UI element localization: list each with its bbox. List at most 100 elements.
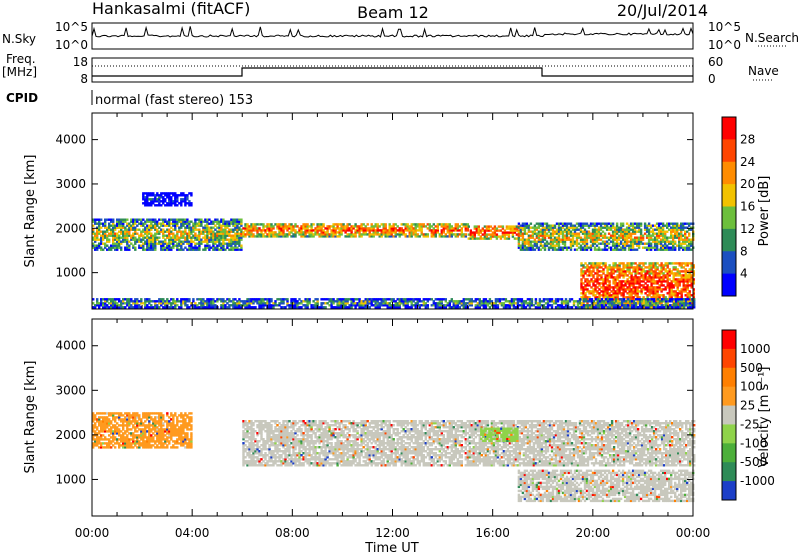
power-cell bbox=[553, 236, 557, 239]
power-cell bbox=[628, 296, 631, 299]
power-cell bbox=[623, 244, 627, 247]
power-cell bbox=[622, 298, 626, 301]
power-cell bbox=[676, 272, 679, 275]
power-cell bbox=[158, 202, 161, 205]
power-cell bbox=[655, 246, 659, 249]
power-cell bbox=[252, 306, 255, 309]
power-cell bbox=[174, 194, 177, 197]
power-cell bbox=[525, 240, 529, 243]
power-cell bbox=[489, 225, 493, 228]
vel-cell bbox=[244, 420, 247, 423]
power-cell bbox=[178, 240, 181, 243]
power-cell bbox=[310, 233, 313, 236]
power-cell bbox=[184, 218, 187, 221]
power-cell bbox=[182, 192, 185, 195]
power-cell bbox=[362, 231, 365, 234]
power-cell bbox=[569, 240, 573, 243]
power-cell bbox=[336, 231, 339, 234]
power-cell bbox=[601, 222, 605, 225]
power-cell bbox=[520, 306, 524, 309]
power-cell bbox=[613, 232, 617, 235]
power-cell bbox=[668, 290, 671, 293]
power-cell bbox=[292, 225, 295, 228]
power-cell bbox=[230, 304, 233, 307]
power-cell bbox=[248, 298, 251, 301]
power-cell bbox=[597, 228, 601, 231]
power-cell bbox=[546, 304, 550, 307]
power-cell bbox=[350, 225, 353, 228]
power-cell bbox=[388, 306, 391, 309]
power-cell bbox=[565, 232, 569, 235]
power-cell bbox=[668, 274, 671, 277]
power-cell bbox=[298, 298, 301, 301]
power-cell bbox=[591, 244, 595, 247]
power-cell bbox=[569, 222, 573, 225]
power-cell bbox=[495, 233, 499, 236]
power-cell bbox=[414, 225, 417, 228]
power-cell bbox=[158, 302, 161, 305]
power-cell bbox=[100, 302, 103, 305]
power-cell bbox=[260, 306, 263, 309]
power-cell bbox=[218, 230, 221, 233]
power-cell bbox=[410, 225, 413, 228]
power-cell bbox=[597, 236, 601, 239]
power-cell bbox=[682, 276, 685, 279]
power-cell bbox=[572, 302, 576, 305]
power-cell bbox=[603, 226, 607, 229]
power-cell bbox=[182, 220, 185, 223]
power-cell bbox=[562, 302, 566, 305]
power-cell bbox=[150, 304, 153, 307]
power-cell bbox=[146, 298, 149, 301]
power-cell bbox=[110, 220, 113, 223]
power-cell bbox=[660, 282, 663, 285]
power-cell bbox=[334, 231, 337, 234]
power-cell bbox=[687, 306, 690, 309]
power-cell bbox=[579, 228, 583, 231]
power-cell bbox=[144, 300, 147, 303]
power-cell bbox=[505, 225, 509, 228]
power-cell bbox=[644, 286, 647, 289]
power-cell bbox=[136, 228, 139, 231]
power-cell bbox=[266, 227, 269, 230]
power-cell bbox=[148, 302, 151, 305]
power-cell bbox=[208, 304, 211, 307]
power-cell bbox=[674, 222, 677, 225]
power-cell bbox=[392, 225, 395, 228]
power-cell bbox=[186, 222, 189, 225]
power-cell bbox=[294, 225, 297, 228]
power-cell bbox=[478, 304, 481, 307]
power-cell bbox=[206, 226, 209, 229]
power-cell bbox=[559, 246, 563, 249]
power-cell bbox=[682, 238, 685, 241]
power-cell bbox=[628, 304, 631, 307]
power-cell bbox=[142, 198, 145, 201]
power-cell bbox=[92, 306, 95, 309]
power-cell bbox=[92, 238, 95, 241]
power-cell bbox=[612, 292, 615, 295]
power-cell bbox=[456, 233, 459, 236]
power-cell bbox=[270, 231, 273, 234]
power-cell bbox=[686, 238, 689, 241]
power-cell bbox=[534, 298, 538, 301]
power-cell bbox=[256, 302, 259, 305]
power-cell bbox=[608, 294, 611, 297]
power-cell bbox=[664, 224, 667, 227]
power-cell bbox=[527, 226, 531, 229]
power-cell bbox=[648, 272, 651, 275]
power-cell bbox=[180, 242, 183, 245]
power-cell bbox=[182, 298, 185, 301]
power-cell bbox=[112, 242, 115, 245]
power-cell bbox=[126, 228, 129, 231]
power-cell bbox=[645, 224, 649, 227]
power-cell bbox=[304, 225, 307, 228]
power-cell bbox=[372, 229, 375, 232]
power-cell bbox=[664, 238, 667, 241]
power-cell bbox=[138, 240, 141, 243]
power-cell bbox=[232, 236, 235, 239]
power-cell bbox=[390, 306, 393, 309]
power-cell bbox=[128, 228, 131, 231]
vel-cell bbox=[242, 430, 245, 433]
power-cell bbox=[366, 227, 369, 230]
power-cell bbox=[322, 225, 325, 228]
power-cell bbox=[652, 296, 655, 299]
